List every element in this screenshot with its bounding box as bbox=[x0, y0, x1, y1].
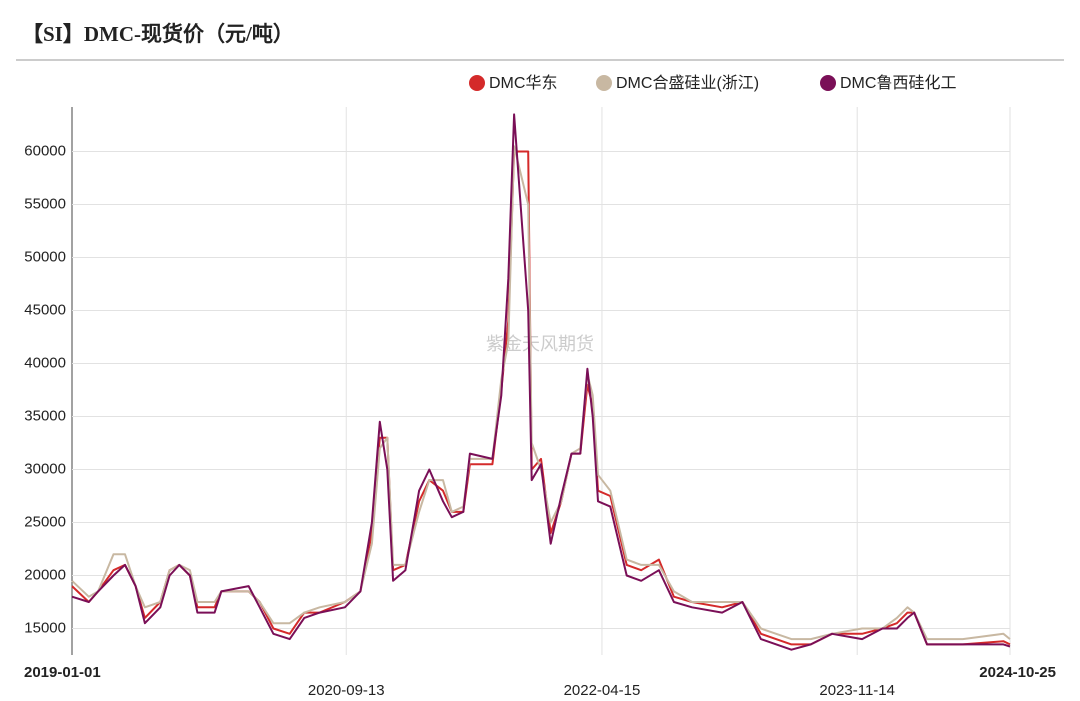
y-tick-label: 40000 bbox=[24, 354, 66, 371]
y-tick-label: 30000 bbox=[24, 460, 66, 477]
y-tick-label: 25000 bbox=[24, 513, 66, 530]
series-line bbox=[71, 150, 1011, 646]
x-tick-label: 2020-09-13 bbox=[308, 682, 385, 699]
watermark: 紫金天风期货 bbox=[486, 334, 594, 354]
y-tick-label: 20000 bbox=[24, 566, 66, 583]
x-tick-label: 2024-10-25 bbox=[979, 664, 1056, 681]
legend-marker bbox=[820, 75, 836, 91]
legend-label: DMC合盛硅业(浙江) bbox=[616, 74, 759, 92]
y-tick-label: 35000 bbox=[24, 407, 66, 424]
series-line bbox=[71, 145, 1011, 641]
chart-title: 【SI】DMC-现货价（元/吨） bbox=[22, 22, 294, 46]
y-tick-label: 60000 bbox=[24, 142, 66, 159]
y-tick-label: 45000 bbox=[24, 301, 66, 318]
series-line bbox=[71, 113, 1011, 651]
x-tick-label: 2022-04-15 bbox=[564, 682, 641, 699]
legend-label: DMC鲁西硅化工 bbox=[840, 74, 956, 92]
x-tick-label: 2023-11-14 bbox=[819, 682, 895, 699]
legend-marker bbox=[469, 75, 485, 91]
legend-label: DMC华东 bbox=[489, 74, 557, 92]
y-tick-label: 15000 bbox=[24, 619, 66, 636]
y-tick-label: 50000 bbox=[24, 248, 66, 265]
legend-marker bbox=[596, 75, 612, 91]
y-tick-label: 55000 bbox=[24, 195, 66, 212]
x-tick-label: 2019-01-01 bbox=[24, 664, 101, 681]
